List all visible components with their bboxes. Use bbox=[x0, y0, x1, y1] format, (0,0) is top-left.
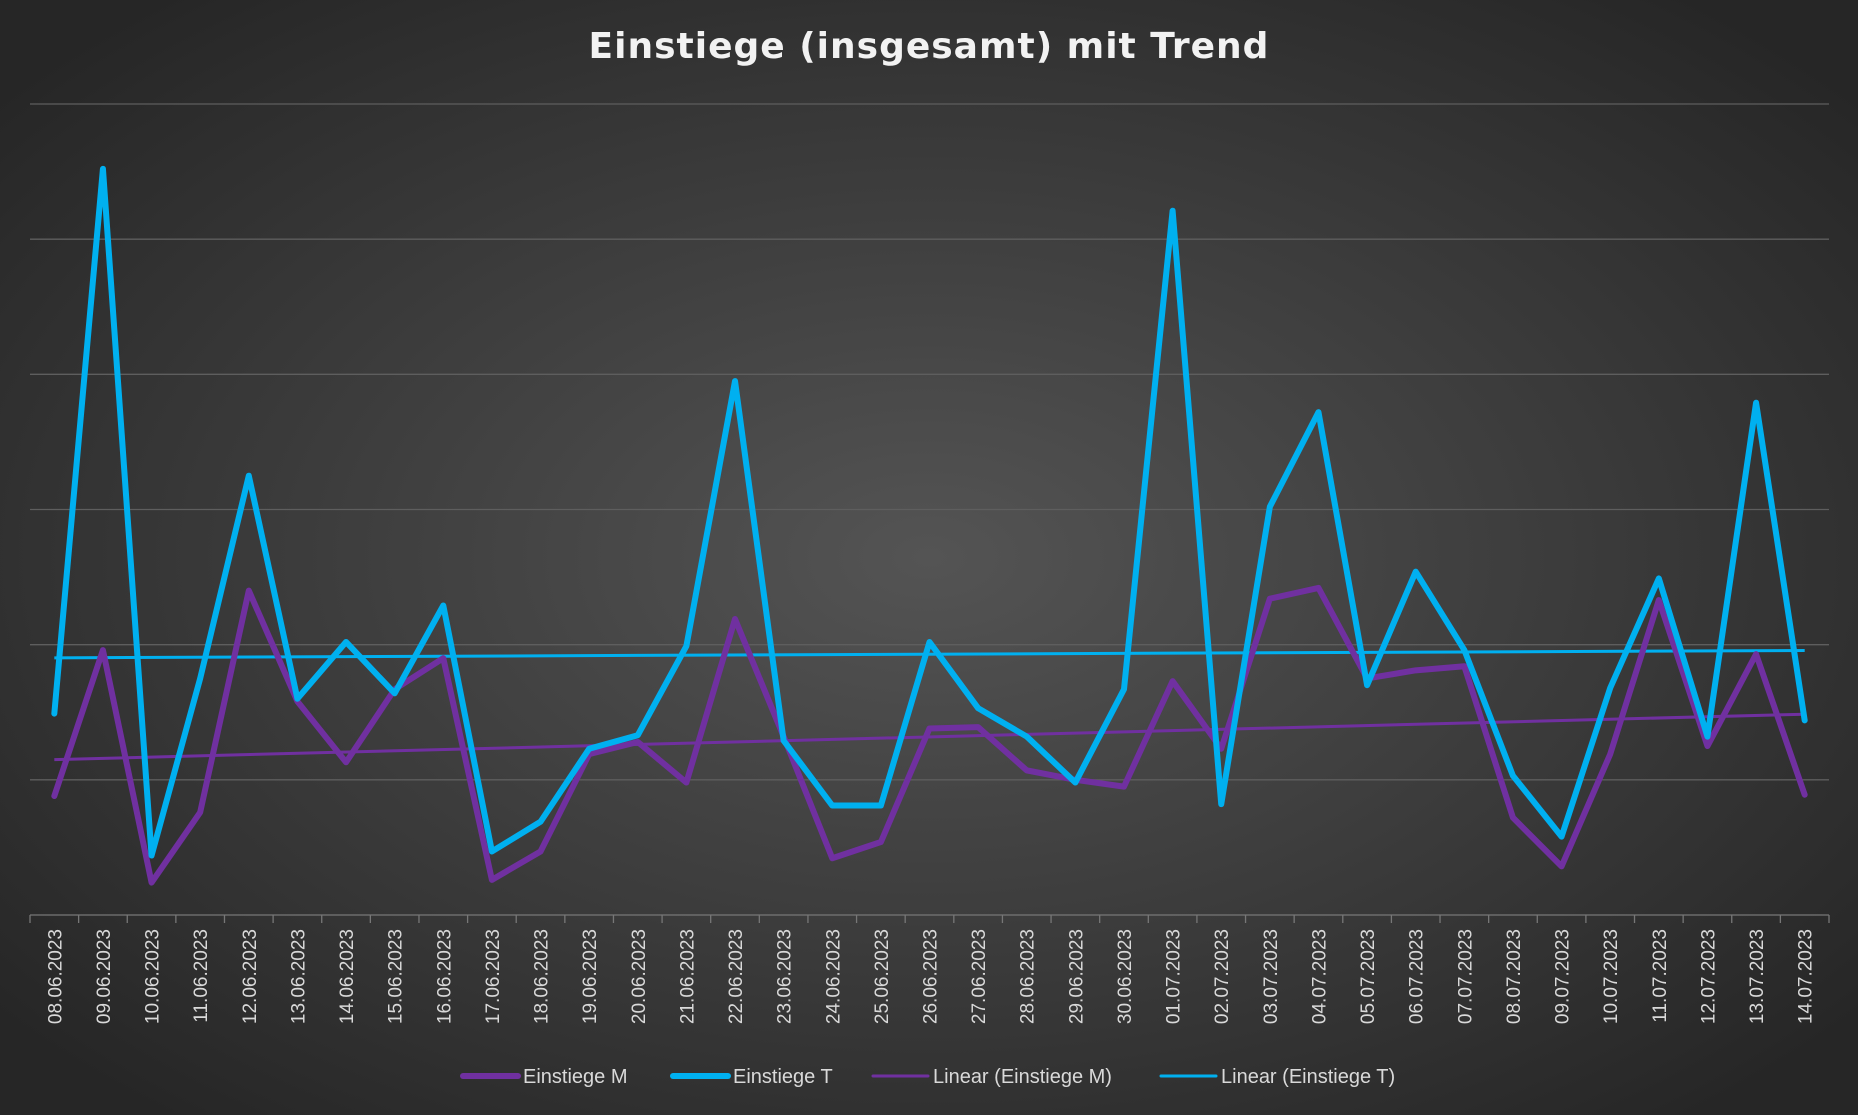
legend-item: Einstiege M bbox=[460, 1066, 628, 1088]
x-axis-ticks: 08.06.2023 09.06.2023 10.06.2023 11.06.2023… bbox=[29, 915, 1830, 1024]
legend: Einstiege M Einstiege T Linear (Einstiege … bbox=[460, 1066, 1395, 1088]
x-tick-label: 24.06.2023 bbox=[823, 929, 844, 1024]
x-tick-label: 08.07.2023 bbox=[1504, 929, 1525, 1024]
x-tick-label: 22.06.2023 bbox=[726, 929, 747, 1024]
x-tick-label: 13.06.2023 bbox=[288, 929, 309, 1024]
x-tick-label: 27.06.2023 bbox=[969, 929, 990, 1024]
x-tick-label: 09.07.2023 bbox=[1553, 929, 1574, 1024]
x-tick-label: 02.07.2023 bbox=[1212, 929, 1233, 1024]
x-tick-label: 20.06.2023 bbox=[629, 929, 650, 1024]
x-tick-label: 03.07.2023 bbox=[1261, 929, 1282, 1024]
x-tick-label: 11.06.2023 bbox=[191, 929, 212, 1023]
series-lines bbox=[51, 165, 1808, 886]
x-tick-label: 07.07.2023 bbox=[1455, 929, 1476, 1024]
x-tick-label: 01.07.2023 bbox=[1164, 929, 1185, 1024]
x-tick-label: 06.07.2023 bbox=[1407, 929, 1428, 1024]
x-tick-label: 05.07.2023 bbox=[1358, 929, 1379, 1024]
legend-label: Einstiege M bbox=[523, 1066, 628, 1088]
x-tick-label: 17.06.2023 bbox=[483, 929, 504, 1024]
x-tick-label: 21.06.2023 bbox=[677, 929, 698, 1024]
x-tick-label: 19.06.2023 bbox=[580, 929, 601, 1024]
x-tick-label: 10.07.2023 bbox=[1601, 929, 1622, 1024]
legend-label: Einstiege T bbox=[733, 1066, 833, 1088]
x-tick-label: 16.06.2023 bbox=[434, 929, 455, 1024]
x-tick-label: 10.06.2023 bbox=[143, 929, 164, 1024]
legend-item: Linear (Einstiege T) bbox=[1159, 1066, 1395, 1088]
trendline-einstiege-m bbox=[54, 712, 1805, 762]
x-tick-label: 18.06.2023 bbox=[532, 929, 553, 1024]
x-tick-label: 12.07.2023 bbox=[1698, 929, 1719, 1024]
x-tick-label: 23.06.2023 bbox=[775, 929, 796, 1024]
legend-item: Linear (Einstiege M) bbox=[871, 1066, 1112, 1088]
x-tick-label: 14.07.2023 bbox=[1796, 929, 1817, 1024]
x-tick-label: 09.06.2023 bbox=[94, 929, 115, 1024]
x-tick-label: 08.06.2023 bbox=[45, 929, 66, 1024]
x-tick-label: 12.06.2023 bbox=[240, 929, 261, 1024]
x-tick-label: 28.06.2023 bbox=[1018, 929, 1039, 1024]
x-tick-label: 15.06.2023 bbox=[386, 929, 407, 1024]
chart-title: Einstiege (insgesamt) mit Trend bbox=[589, 26, 1270, 67]
x-tick-label: 11.07.2023 bbox=[1650, 929, 1671, 1023]
legend-label: Linear (Einstiege M) bbox=[933, 1066, 1112, 1088]
x-tick-label: 29.06.2023 bbox=[1066, 929, 1087, 1024]
x-tick-label: 26.06.2023 bbox=[921, 929, 942, 1024]
trendline-einstiege-t bbox=[54, 649, 1805, 660]
legend-label: Linear (Einstiege T) bbox=[1221, 1066, 1395, 1088]
x-tick-label: 14.06.2023 bbox=[337, 929, 358, 1024]
x-tick-label: 30.06.2023 bbox=[1115, 929, 1136, 1024]
x-tick-label: 25.06.2023 bbox=[872, 929, 893, 1024]
legend-item: Einstiege T bbox=[670, 1066, 833, 1088]
x-tick-label: 04.07.2023 bbox=[1309, 929, 1330, 1024]
trendlines bbox=[54, 649, 1805, 762]
x-tick-label: 13.07.2023 bbox=[1747, 929, 1768, 1024]
